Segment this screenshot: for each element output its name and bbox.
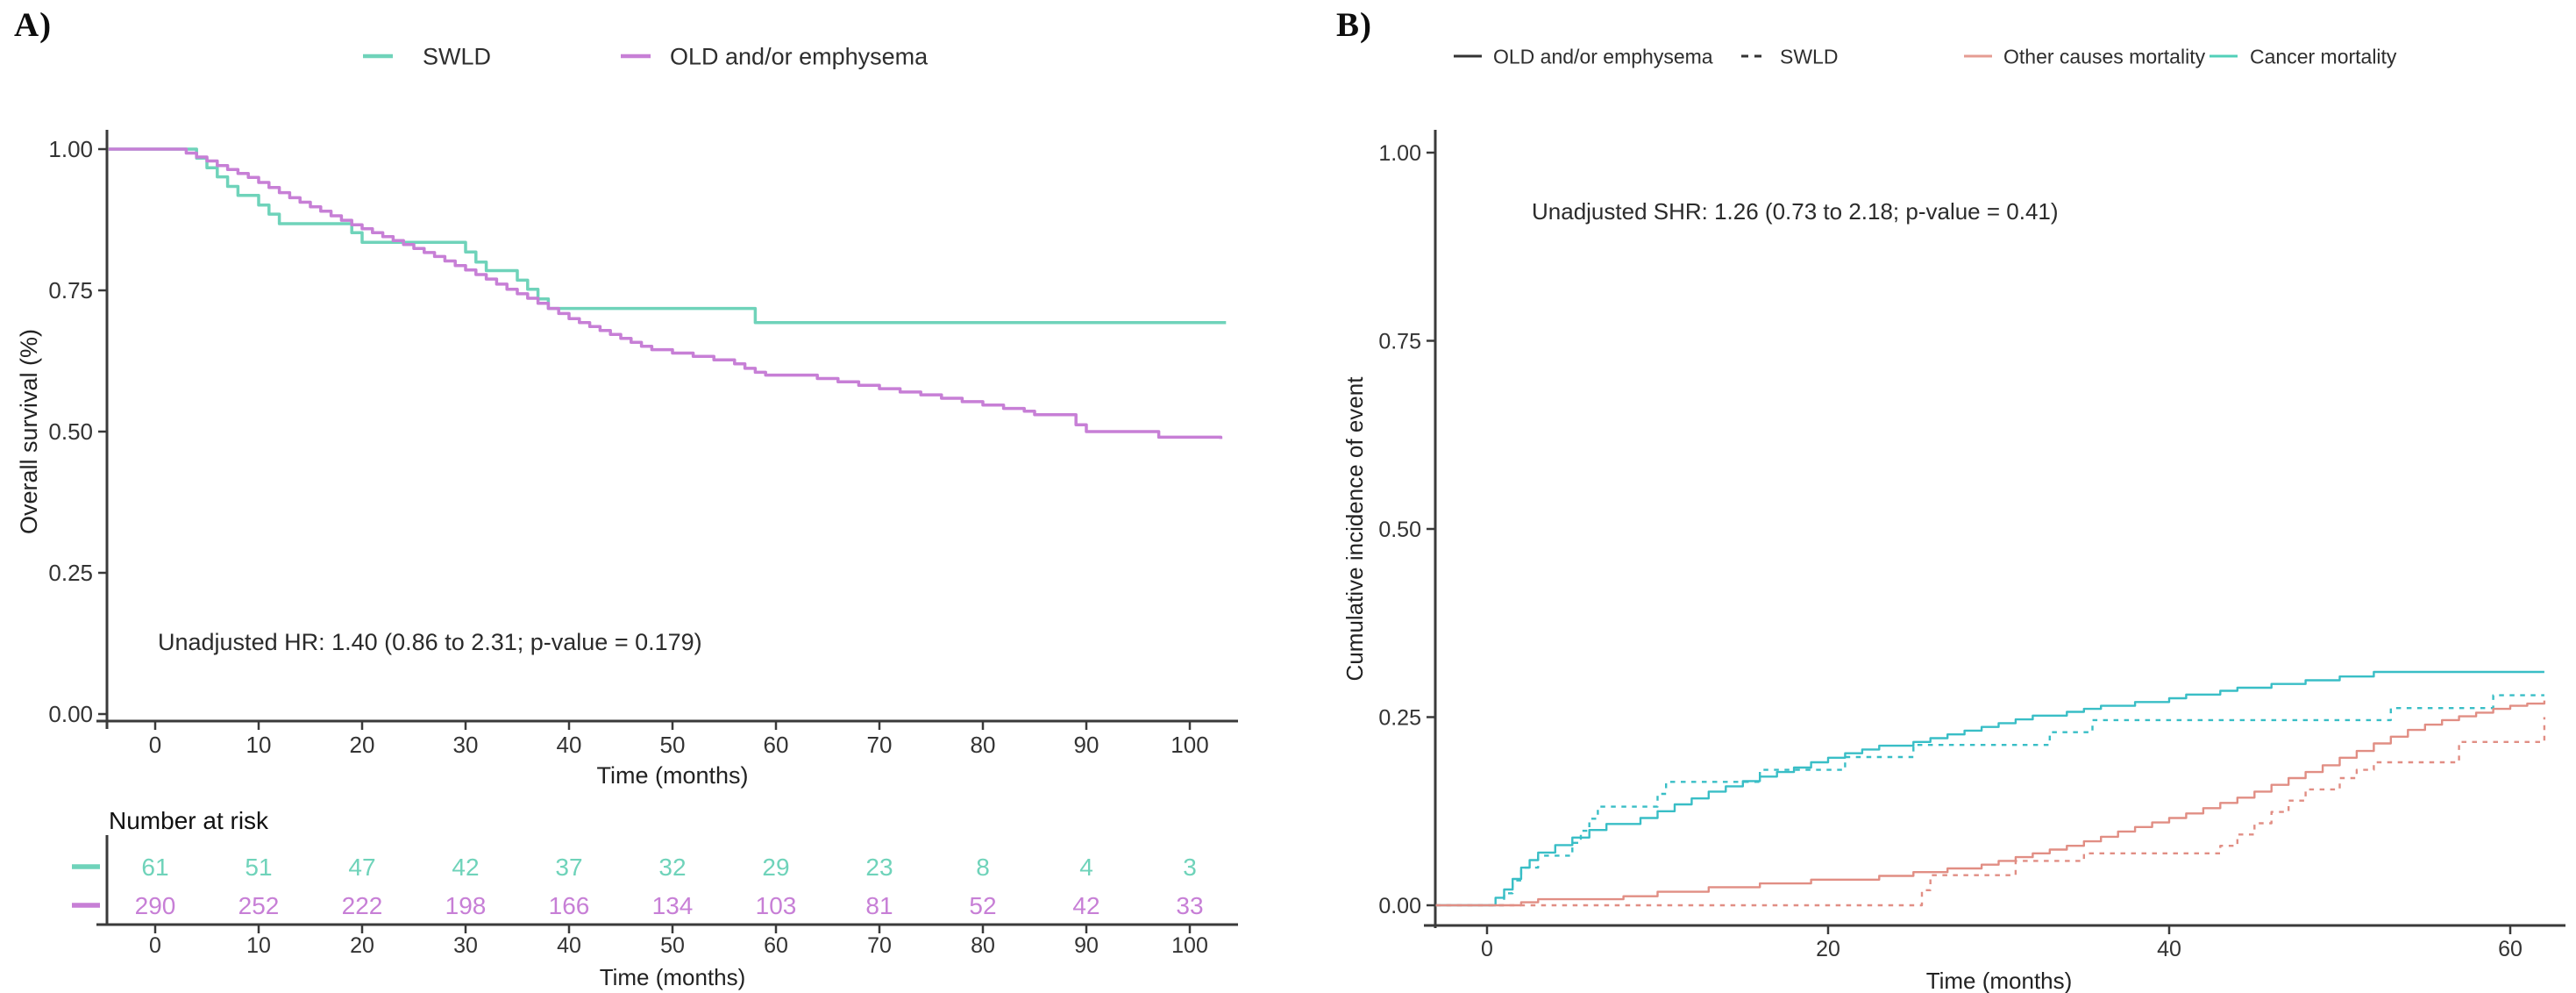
x-tick-label: 20 [350,732,375,758]
y-tick-label: 1.00 [1378,141,1421,166]
y-tick-label: 0.75 [48,277,93,304]
risk-count: 42 [452,854,479,881]
risk-count: 3 [1183,854,1197,881]
risk-x-tick-label: 70 [867,933,892,958]
legend-label: OLD and/or emphysema [670,44,929,70]
risk-count: 51 [245,854,272,881]
x-tick-label: 40 [557,732,582,758]
risk-table: Number at risk 0 10 20 30 40 50 60 70 80 90 100 Time… [72,807,1238,990]
x-tick-label: 60 [2498,937,2523,961]
risk-count: 290 [135,892,176,919]
risk-x-tick-label: 90 [1074,933,1099,958]
risk-count: 4 [1079,854,1093,881]
y-tick-label: 0.75 [1378,330,1421,354]
panel-b-label: B) [1336,6,1372,44]
x-tick-label: 80 [971,732,996,758]
panel-a-label: A) [14,6,53,44]
panel-b: OLD and/or emphysema SWLD Other causes mor… [1341,45,2565,993]
risk-count: 32 [658,854,686,881]
y-tick-label: 0.50 [48,418,93,445]
x-tick-label: 20 [1816,937,1840,961]
risk-x-tick-label: 100 [1171,933,1208,958]
curve-cancer-mortality-old-and-or-emphysema [1435,670,2544,907]
risk-x-tick-label: 60 [764,933,788,958]
legend-label: SWLD [423,44,491,70]
curve-swld [108,147,1227,325]
x-tick-label: 50 [660,732,686,758]
stat-annotation: Unadjusted SHR: 1.26 (0.73 to 2.18; p-va… [1532,198,2059,225]
risk-x-tick-label: 20 [350,933,374,958]
y-tick-label: 1.00 [48,136,93,162]
risk-x-tick-label: 30 [453,933,478,958]
risk-count: 42 [1072,892,1099,919]
risk-table-title: Number at risk [109,807,269,834]
y-tick-label: 0.25 [48,560,93,586]
legend-label: Other causes mortality [2003,45,2206,68]
y-tick-label: 0.50 [1378,518,1421,542]
risk-count: 23 [865,854,893,881]
x-tick-label: 40 [2157,937,2181,961]
curve-other-causes-mortality-swld [1435,717,2546,907]
risk-count: 47 [348,854,375,881]
risk-x-tick-label: 80 [971,933,995,958]
y-tick-label: 0.25 [1378,706,1421,731]
risk-count: 103 [756,892,797,919]
x-tick-label: 90 [1074,732,1099,758]
risk-x-axis-title: Time (months) [600,964,746,990]
risk-count: 81 [865,892,893,919]
risk-x-tick-label: 50 [660,933,685,958]
risk-count: 252 [238,892,280,919]
risk-x-tick-label: 0 [149,933,161,958]
curve-other-causes-mortality-old-and-or-emphysema [1435,700,2546,907]
risk-count: 52 [969,892,996,919]
x-tick-label: 10 [246,732,272,758]
x-tick-label: 70 [867,732,893,758]
risk-x-tick-label: 40 [557,933,581,958]
risk-count: 198 [445,892,487,919]
y-tick-label: 0.00 [48,701,93,727]
panel-a: SWLD OLD and/or emphysema 1.00 0.75 0.50 0.25… [16,44,1238,990]
risk-count: 222 [342,892,383,919]
x-axis-title: Time (months) [596,762,748,789]
risk-count: 29 [762,854,789,881]
risk-count: 8 [976,854,990,881]
x-tick-label: 100 [1171,732,1208,758]
x-tick-label: 30 [453,732,479,758]
curve-old-and-or-emphysema [108,147,1223,439]
risk-count: 166 [549,892,590,919]
legend-label: OLD and/or emphysema [1493,45,1713,68]
y-tick-label: 0.00 [1378,894,1421,918]
y-axis-title: Cumulative incidence of event [1341,376,1368,682]
risk-x-tick-label: 10 [246,933,271,958]
legend-label: SWLD [1780,45,1838,68]
risk-count: 134 [652,892,694,919]
y-axis-title: Overall survival (%) [16,329,42,534]
curve-cancer-mortality-swld [1435,694,2544,907]
risk-count: 61 [141,854,168,881]
x-axis-title: Time (months) [1926,968,2073,993]
risk-count: 33 [1176,892,1203,919]
x-tick-label: 0 [149,732,161,758]
legend-label: Cancer mortality [2250,45,2397,68]
x-tick-label: 0 [1481,937,1493,961]
stat-annotation: Unadjusted HR: 1.40 (0.86 to 2.31; p-val… [158,629,702,655]
x-tick-label: 60 [764,732,789,758]
risk-count: 37 [555,854,582,881]
